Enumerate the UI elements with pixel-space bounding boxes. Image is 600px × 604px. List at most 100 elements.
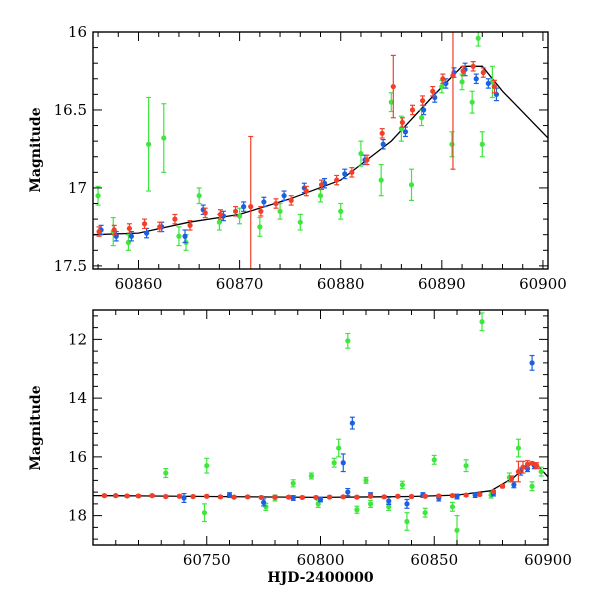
data-point — [354, 507, 360, 513]
data-point — [315, 501, 321, 507]
data-point — [388, 99, 394, 105]
data-point — [421, 107, 427, 113]
chart-panel-1: 60860 60870 60880 60890 60900 16 16.5 17 17.5 Mag… — [28, 23, 567, 293]
data-point — [313, 494, 319, 501]
data-point — [475, 35, 481, 41]
data-point — [367, 501, 374, 507]
data-point — [128, 233, 135, 239]
data-point — [490, 488, 496, 495]
data-point — [364, 157, 370, 163]
data-point — [141, 221, 148, 227]
data-point — [515, 445, 522, 451]
data-point — [354, 494, 360, 500]
data-point — [342, 171, 348, 177]
data-point — [419, 115, 425, 121]
data-point — [95, 193, 101, 199]
data-point — [460, 68, 466, 74]
data-point — [408, 493, 415, 500]
chart-panel-2: 60750 60800 60850 60900 12 14 16 18 Magnitude HJD… — [28, 309, 572, 586]
data-point — [520, 464, 526, 470]
data-point — [226, 492, 233, 498]
data-point — [290, 495, 296, 501]
data-point — [101, 493, 107, 499]
data-point — [443, 80, 449, 87]
data-point — [204, 493, 210, 499]
x-axis-title: HJD-2400000 — [267, 570, 374, 586]
data-point — [288, 197, 294, 203]
y-tick-label: 17 — [68, 179, 87, 197]
data-point — [402, 129, 409, 135]
data-point — [390, 83, 396, 90]
data-point — [336, 445, 342, 451]
data-point — [491, 83, 498, 90]
x-tick-label: 60750 — [183, 551, 231, 569]
data-point — [217, 494, 223, 500]
data-point — [317, 193, 324, 199]
data-point — [318, 182, 325, 188]
data-point — [367, 493, 374, 499]
data-point — [477, 491, 483, 498]
y-tick-label: 14 — [68, 389, 87, 407]
data-point — [349, 420, 355, 426]
y-tick-label: 12 — [68, 330, 87, 348]
data-point — [479, 319, 485, 325]
x-tick-label: 60900 — [524, 551, 572, 569]
series-green — [163, 312, 544, 545]
x-tick-label: 60890 — [418, 275, 466, 293]
data-point — [386, 504, 392, 510]
data-point — [190, 493, 196, 500]
x-tick-label: 60800 — [297, 551, 345, 569]
data-point — [237, 213, 243, 219]
data-point — [380, 141, 386, 147]
data-point — [245, 494, 251, 500]
data-point — [157, 224, 163, 230]
data-point — [422, 493, 428, 499]
data-point — [450, 73, 456, 79]
data-point — [303, 188, 309, 194]
y-tick-label: 17.5 — [54, 257, 87, 275]
data-point — [409, 107, 416, 113]
data-point — [163, 493, 169, 500]
data-point — [422, 510, 428, 516]
data-point — [511, 482, 517, 488]
data-point — [509, 476, 515, 482]
data-point — [408, 182, 415, 188]
data-point — [232, 208, 239, 214]
data-point — [463, 492, 469, 498]
data-point — [96, 228, 102, 235]
data-point — [529, 460, 535, 466]
data-point — [345, 338, 351, 344]
data-point — [345, 489, 351, 495]
data-point — [308, 473, 314, 479]
data-point — [257, 224, 263, 230]
data-point — [459, 79, 465, 85]
data-point — [480, 69, 486, 76]
data-point — [469, 99, 475, 105]
data-point — [404, 501, 410, 507]
data-point — [379, 130, 385, 136]
data-point — [430, 88, 436, 94]
data-point — [248, 204, 254, 210]
data-point — [187, 222, 193, 228]
data-point — [204, 463, 210, 469]
data-point — [231, 494, 237, 500]
data-point — [273, 200, 279, 207]
data-point — [290, 480, 296, 486]
series-red — [101, 460, 540, 501]
plot-area — [93, 312, 548, 545]
data-point — [143, 230, 150, 236]
data-point — [334, 177, 340, 183]
y-tick-label: 16.5 — [54, 101, 87, 119]
x-tick-label: 60900 — [519, 275, 567, 293]
data-point — [499, 483, 506, 489]
data-point — [176, 233, 182, 239]
plot-frame — [92, 309, 549, 546]
data-point — [286, 494, 292, 500]
data-point — [258, 208, 264, 214]
data-point — [440, 76, 446, 82]
data-point — [297, 219, 303, 225]
y-tick-label: 16 — [68, 23, 87, 41]
data-point — [404, 518, 410, 525]
data-point — [378, 177, 384, 183]
data-point — [146, 141, 152, 147]
